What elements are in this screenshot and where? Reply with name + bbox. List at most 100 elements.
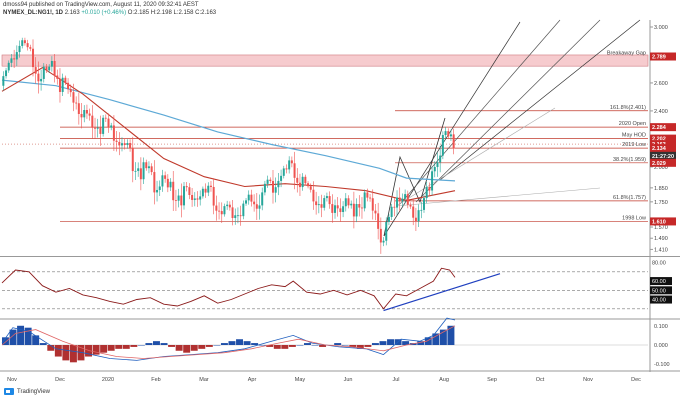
candle-body [169, 181, 172, 188]
candle-body [174, 200, 177, 202]
price-axis-label: 2.400 [654, 109, 668, 115]
macd-histogram-bar [130, 345, 138, 347]
symbol-name[interactable]: NYMEX_DL:NG1!, 1D [3, 10, 64, 16]
candle-body [91, 115, 94, 128]
price-badge [650, 151, 676, 160]
candle-body [369, 197, 372, 199]
level-label: 2020 Open [619, 121, 646, 127]
candle-body [360, 207, 363, 209]
candle-body [64, 77, 67, 83]
price-badge-label: 2.134 [652, 146, 667, 152]
candle-body [13, 58, 16, 60]
candle-body [196, 198, 199, 200]
candle-body [72, 92, 75, 103]
candle-body [379, 228, 382, 243]
candle-body [328, 196, 331, 205]
macd-histogram-bar [62, 345, 70, 361]
candle-body [334, 205, 337, 213]
macd-histogram-bar [341, 345, 349, 346]
candle-body [215, 205, 218, 211]
candle-body [61, 77, 64, 92]
candle-body [75, 102, 78, 104]
candle-body [352, 203, 355, 217]
candle-body [255, 204, 258, 209]
candle-body [7, 62, 10, 71]
candle-body [158, 186, 161, 190]
macd-histogram-bar [69, 345, 77, 363]
candle-body [315, 201, 318, 206]
macd-histogram-bar [205, 345, 213, 347]
macd-histogram-bar [190, 345, 198, 351]
candle-body [293, 163, 296, 178]
macd-histogram-bar [266, 345, 274, 347]
candle-body [126, 143, 129, 146]
candle-body [34, 67, 37, 74]
macd-tick-label: 0.000 [654, 343, 668, 349]
price-axis-label: 2.600 [654, 81, 668, 87]
candle-body [355, 204, 358, 217]
candle-body [10, 58, 13, 63]
time-axis-label: May [295, 377, 306, 383]
rsi-tick-label: 60.00 [652, 279, 666, 285]
macd-histogram-bar [349, 345, 357, 347]
candle-body [231, 207, 234, 219]
level-label: 38.2%(1.959) [613, 157, 646, 163]
macd-histogram-bar [258, 345, 266, 346]
macd-histogram-bar [137, 345, 145, 346]
macd-signal-line [1, 325, 456, 359]
candle-body [188, 187, 191, 195]
candle-body [382, 240, 385, 243]
candle-body [331, 204, 334, 213]
candle-body [452, 134, 455, 149]
candle-body [271, 180, 274, 193]
candle-body [239, 215, 242, 217]
candle-body [414, 217, 417, 222]
candle-body [96, 127, 99, 129]
macd-histogram-bar [236, 339, 243, 345]
price-badge [650, 140, 676, 149]
candle-body [83, 110, 86, 118]
candle-body [428, 186, 431, 191]
tradingview-footer[interactable]: TradingView [4, 388, 50, 395]
last-price: 2.163 [64, 10, 80, 16]
candle-body [147, 166, 150, 169]
candle-body [45, 66, 48, 71]
price-badge [650, 123, 676, 132]
macd-tick-label: 0.100 [654, 324, 668, 330]
tradingview-brand: TradingView [17, 388, 51, 395]
price-axis-label: 1.850 [654, 186, 668, 192]
macd-histogram-bar [371, 343, 379, 345]
macd-histogram-bar [9, 329, 17, 345]
candle-body [107, 118, 110, 128]
candle-body [56, 75, 59, 79]
macd-histogram-bar [334, 343, 342, 345]
candle-body [363, 192, 366, 209]
candle-body [274, 187, 277, 193]
candle-body [209, 185, 212, 187]
price-badge-label: 21:27:20 [652, 154, 674, 160]
candle-body [142, 162, 145, 180]
pitchfork-guide [395, 187, 601, 207]
macd-histogram-bar [122, 345, 130, 349]
candle-body [325, 196, 328, 199]
candle-body [172, 181, 175, 201]
candle-body [304, 176, 307, 184]
macd-histogram-bar [213, 345, 221, 346]
candle-body [94, 127, 97, 129]
price-change: +0.010 (+0.46%) [81, 10, 127, 16]
macd-histogram-bar [160, 343, 168, 345]
candle-body [280, 175, 283, 181]
candle-body [5, 70, 8, 77]
candle-body [21, 40, 24, 46]
candle-body [69, 89, 72, 93]
macd-histogram-bar [54, 345, 62, 357]
candle-body [42, 66, 45, 79]
level-label: Breakaway Gap [607, 51, 646, 57]
price-axis-label: 1.410 [654, 247, 668, 253]
candle-body [323, 198, 326, 208]
candle-body [433, 167, 436, 172]
candle-body [439, 155, 442, 163]
macd-histogram-bar [424, 337, 432, 345]
level-label: 161.8%(2.401) [610, 105, 646, 111]
